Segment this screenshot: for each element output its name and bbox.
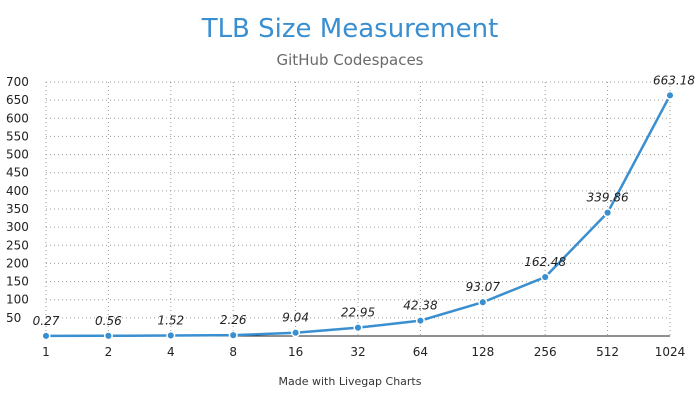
data-point <box>228 330 238 340</box>
x-tick-label: 1 <box>42 345 50 359</box>
data-point <box>478 297 488 307</box>
y-tick-label: 550 <box>6 129 29 143</box>
y-tick-label: 300 <box>6 220 29 234</box>
x-tick-label: 32 <box>350 345 365 359</box>
data-label: 42.38 <box>403 299 438 313</box>
data-label: 9.04 <box>282 311 309 325</box>
data-labels: 0.27 0.56 1.52 2.26 9.04 22.95 42.38 93.07 162.4… <box>33 73 696 328</box>
data-point <box>415 316 425 326</box>
y-tick-label: 250 <box>6 238 29 252</box>
data-label: 0.27 <box>33 314 60 328</box>
chart-footer: Made with Livegap Charts <box>279 375 422 388</box>
data-label: 22.95 <box>341 306 375 320</box>
y-tick-label: 200 <box>6 256 29 270</box>
data-point <box>665 90 675 100</box>
data-label: 0.56 <box>95 314 122 328</box>
y-tick-label: 650 <box>6 93 29 107</box>
y-axis: 700 650 600 550 500 450 400 350 300 250 200 150 100 5… <box>6 75 29 325</box>
data-point <box>291 328 301 338</box>
y-tick-label: 350 <box>6 202 29 216</box>
x-tick-label: 2 <box>105 345 113 359</box>
data-point <box>166 330 176 340</box>
x-tick-label: 64 <box>413 345 428 359</box>
data-label: 1.52 <box>157 313 184 327</box>
y-tick-label: 50 <box>6 311 21 325</box>
x-tick-label: 8 <box>229 345 237 359</box>
y-tick-label: 100 <box>6 293 29 307</box>
data-label: 2.26 <box>220 313 247 327</box>
chart-title: TLB Size Measurement <box>201 14 499 44</box>
chart-subtitle: GitHub Codespaces <box>277 51 424 69</box>
y-tick-label: 500 <box>6 148 29 162</box>
x-tick-label: 512 <box>596 345 619 359</box>
data-point <box>603 208 613 218</box>
x-tick-label: 16 <box>288 345 303 359</box>
x-tick-label: 256 <box>534 345 557 359</box>
grid <box>45 81 671 336</box>
x-tick-label: 1024 <box>655 345 686 359</box>
data-label: 162.48 <box>524 255 566 269</box>
x-tick-label: 128 <box>471 345 494 359</box>
y-tick-label: 400 <box>6 184 29 198</box>
data-points <box>41 90 675 341</box>
data-label: 663.18 <box>653 73 695 87</box>
y-tick-label: 700 <box>6 75 29 89</box>
data-point <box>41 331 51 341</box>
y-tick-label: 150 <box>6 275 29 289</box>
data-point <box>353 323 363 333</box>
y-tick-label: 600 <box>6 111 29 125</box>
y-tick-label: 450 <box>6 166 29 180</box>
x-tick-label: 4 <box>167 345 175 359</box>
data-label: 339.86 <box>587 191 629 205</box>
data-point <box>103 331 113 341</box>
data-point <box>540 272 550 282</box>
data-label: 93.07 <box>466 280 501 294</box>
x-axis: 1 2 4 8 16 32 64 128 256 512 1024 <box>42 345 685 359</box>
